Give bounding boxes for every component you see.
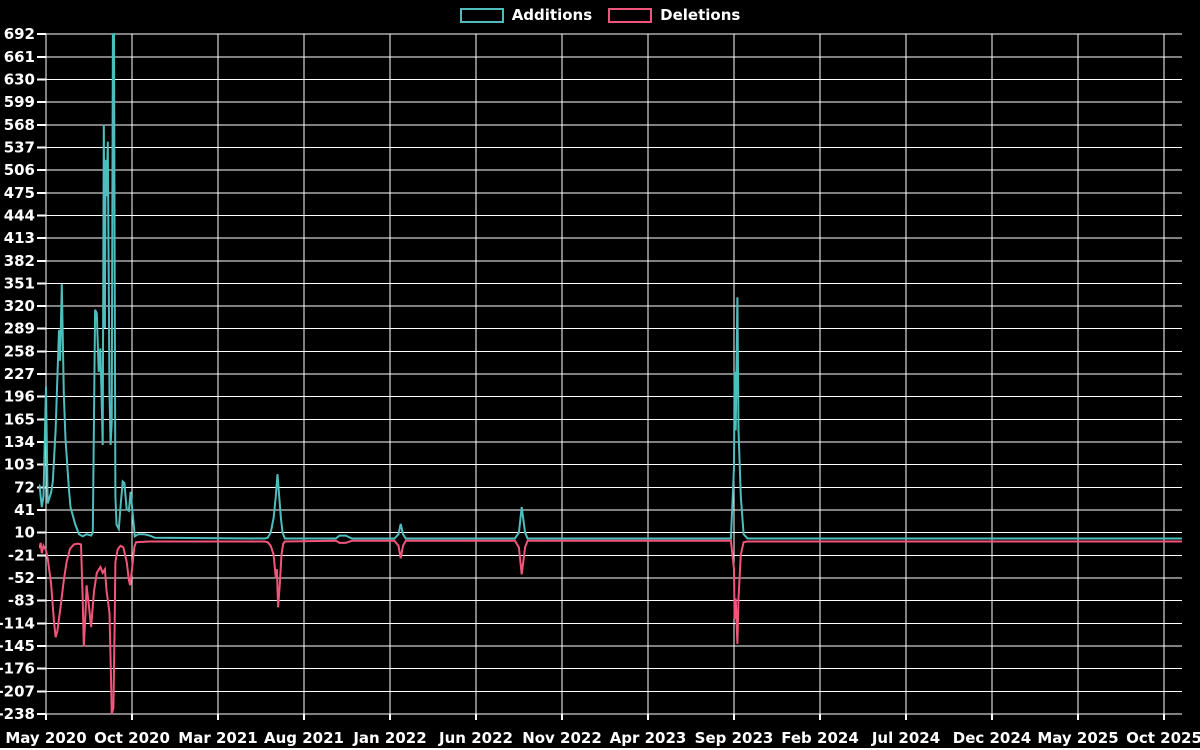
x-tick-label: Sep 2023 <box>695 729 774 747</box>
chart-legend: Additions Deletions <box>0 7 1200 23</box>
y-tick-label: 227 <box>4 365 35 383</box>
x-tick-label: Aug 2021 <box>264 729 344 747</box>
x-tick-label: May 2020 <box>5 729 86 747</box>
y-tick-label: 537 <box>4 138 35 156</box>
deletions-swatch-icon <box>608 7 653 23</box>
x-tick-label: Dec 2024 <box>953 729 1032 747</box>
x-tick-label: Oct 2020 <box>94 729 170 747</box>
y-tick-label: 72 <box>14 478 35 496</box>
y-tick-label: 568 <box>4 116 35 134</box>
y-axis-labels: 692 661 630 599 568 537 506 475 444 413 382 351 320 2… <box>0 25 35 723</box>
x-tick-label: Jul 2024 <box>871 729 940 747</box>
y-tick-label: 599 <box>4 93 35 111</box>
x-axis-labels: May 2020 Oct 2020 Mar 2021 Aug 2021 Jan 2022… <box>5 729 1200 747</box>
additions-swatch-icon <box>459 7 504 23</box>
y-tick-label: 134 <box>4 433 35 451</box>
x-tick-label: Apr 2023 <box>610 729 687 747</box>
y-tick-label: 661 <box>4 48 35 66</box>
deletions-legend-label: Deletions <box>660 6 741 24</box>
y-tick-label: -145 <box>0 637 35 655</box>
legend-item-additions[interactable]: Additions <box>459 6 593 24</box>
legend-item-deletions[interactable]: Deletions <box>608 7 740 23</box>
y-tick-label: 444 <box>4 206 35 224</box>
y-tick-label: 196 <box>4 388 35 406</box>
x-tick-label: Oct 2025 <box>1126 729 1200 747</box>
y-tick-label: -83 <box>8 592 35 610</box>
y-tick-label: -207 <box>0 682 35 700</box>
y-tick-label: 506 <box>4 161 35 179</box>
y-tick-label: 41 <box>14 501 35 519</box>
y-tick-label: 475 <box>4 184 35 202</box>
y-tick-label: 692 <box>4 25 35 43</box>
x-tick-label: Feb 2024 <box>781 729 859 747</box>
x-tick-label: Jan 2022 <box>352 729 426 747</box>
y-tick-label: 103 <box>4 456 35 474</box>
x-tick-label: Mar 2021 <box>178 729 257 747</box>
additions-legend-label: Additions <box>511 6 593 24</box>
additions-line <box>39 33 1182 540</box>
y-tick-label: -176 <box>0 660 35 678</box>
grid <box>0 33 1200 750</box>
y-tick-label: 10 <box>14 524 35 542</box>
y-tick-label: -21 <box>8 546 35 564</box>
y-tick-label: 413 <box>4 229 35 247</box>
y-tick-label: 351 <box>4 274 35 292</box>
y-tick-label: 382 <box>4 252 35 270</box>
y-tick-label: -114 <box>0 614 35 632</box>
y-tick-label: -52 <box>8 569 35 587</box>
y-tick-label: 165 <box>4 410 35 428</box>
y-tick-label: -238 <box>0 705 35 723</box>
y-tick-label: 258 <box>4 342 35 360</box>
deletions-line <box>39 539 1182 715</box>
x-tick-label: Jun 2022 <box>438 729 513 747</box>
x-tick-label: Nov 2022 <box>522 729 602 747</box>
y-tick-label: 320 <box>4 297 35 315</box>
x-tick-label: May 2025 <box>1037 729 1118 747</box>
y-tick-label: 289 <box>4 320 35 338</box>
y-tick-label: 630 <box>4 70 35 88</box>
